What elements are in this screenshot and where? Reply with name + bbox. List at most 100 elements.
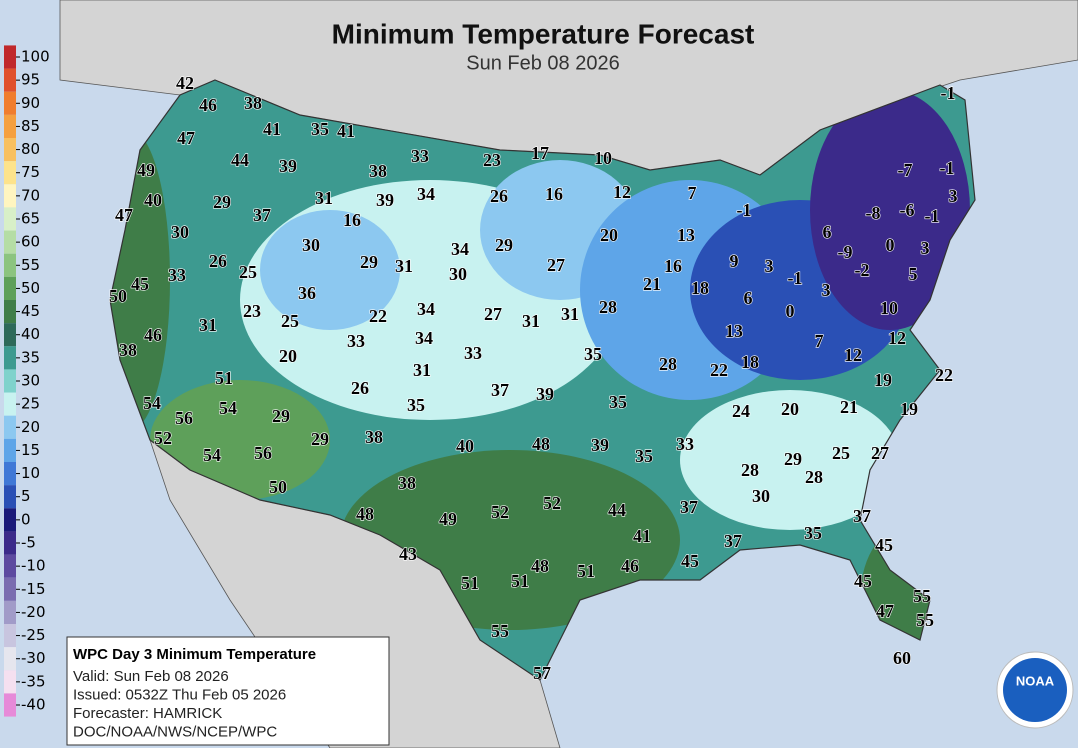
legend-label: 80 [21, 140, 40, 158]
temperature-label: 51 [461, 573, 479, 593]
temperature-label: 27 [484, 304, 502, 324]
legend-swatch [4, 670, 16, 694]
temperature-label: 39 [536, 384, 554, 404]
temperature-label: 34 [417, 184, 435, 204]
legend-swatch [4, 577, 16, 601]
temperature-label: 35 [311, 119, 329, 139]
temperature-label: 28 [805, 467, 823, 487]
temperature-label: -1 [925, 206, 940, 226]
temperature-label: 39 [591, 435, 609, 455]
temperature-label: 16 [343, 210, 361, 230]
temperature-label: 44 [608, 500, 626, 520]
temperature-label: 28 [599, 297, 617, 317]
temperature-label: -2 [855, 260, 870, 280]
temperature-label: 38 [119, 340, 137, 360]
logo [1003, 658, 1067, 722]
legend-swatch [4, 323, 16, 347]
temperature-label: 17 [531, 143, 549, 163]
temperature-label: 10 [880, 298, 898, 318]
temperature-label: 33 [168, 265, 186, 285]
legend-swatch [4, 531, 16, 555]
temperature-label: 30 [449, 264, 467, 284]
legend-label: 20 [21, 418, 40, 436]
legend-label: -25 [21, 626, 46, 644]
temperature-label: 29 [311, 429, 329, 449]
temperature-label: 47 [177, 128, 195, 148]
legend-label: -15 [21, 580, 46, 598]
temperature-label: 6 [744, 288, 753, 308]
temperature-label: 16 [545, 184, 563, 204]
temperature-label: 33 [347, 331, 365, 351]
temperature-label: 47 [876, 601, 894, 621]
temperature-label: 51 [215, 368, 233, 388]
temperature-label: 55 [913, 586, 931, 606]
temperature-label: 28 [741, 460, 759, 480]
field-coast [110, 130, 170, 430]
temperature-label: 30 [752, 486, 770, 506]
temperature-label: 20 [600, 225, 618, 245]
temperature-label: 0 [886, 235, 895, 255]
info-line: Forecaster: HAMRICK [73, 705, 222, 722]
temperature-label: 25 [239, 262, 257, 282]
temperature-label: 47 [115, 205, 133, 225]
temperature-label: 41 [633, 526, 651, 546]
temperature-label: 37 [724, 531, 742, 551]
temperature-label: 36 [298, 283, 316, 303]
temperature-label: 9 [730, 251, 739, 271]
temperature-label: 38 [244, 93, 262, 113]
temperature-label: -9 [838, 242, 853, 262]
temperature-label: 38 [369, 161, 387, 181]
temperature-label: 52 [154, 428, 172, 448]
temperature-label: 48 [531, 556, 549, 576]
temperature-label: 30 [302, 235, 320, 255]
temperature-label: 55 [916, 610, 934, 630]
temperature-label: 35 [804, 523, 822, 543]
temperature-label: 46 [621, 556, 639, 576]
temperature-label: 40 [456, 436, 474, 456]
temperature-label: 31 [561, 304, 579, 324]
legend-swatch [4, 600, 16, 624]
temperature-label: 33 [464, 343, 482, 363]
temperature-label: 27 [871, 443, 889, 463]
temperature-label: 35 [584, 344, 602, 364]
temperature-label: 21 [840, 397, 858, 417]
legend-swatch [4, 138, 16, 162]
temperature-label: 29 [360, 252, 378, 272]
temperature-label: 29 [272, 406, 290, 426]
temperature-label: 31 [522, 311, 540, 331]
temperature-label: 52 [543, 493, 561, 513]
legend-label: 40 [21, 325, 40, 343]
info-line: DOC/NOAA/NWS/NCEP/WPC [73, 723, 277, 740]
field-cool-southeast [680, 390, 900, 530]
field-frigid [810, 90, 970, 330]
legend-label: -10 [21, 557, 46, 575]
temperature-label: 37 [253, 205, 271, 225]
temperature-label: 29 [213, 192, 231, 212]
legend-label: -35 [21, 672, 46, 690]
legend-label: 25 [21, 395, 40, 413]
temperature-label: 3 [949, 186, 958, 206]
field-mild-southwest [150, 380, 330, 500]
legend-swatch [4, 415, 16, 439]
temperature-label: 29 [495, 235, 513, 255]
temperature-label: 52 [491, 502, 509, 522]
temperature-label: 48 [356, 504, 374, 524]
temperature-label: 34 [451, 239, 469, 259]
legend-label: 100 [21, 48, 50, 66]
legend-swatch [4, 554, 16, 578]
temperature-label: 45 [854, 571, 872, 591]
temperature-label: 30 [171, 222, 189, 242]
temperature-label: 24 [732, 401, 750, 421]
temperature-label: 45 [875, 535, 893, 555]
temperature-label: 39 [279, 156, 297, 176]
legend-label: 65 [21, 210, 40, 228]
temperature-label: 31 [413, 360, 431, 380]
temperature-label: 19 [900, 399, 918, 419]
temperature-label: 42 [176, 73, 194, 93]
info-heading: WPC Day 3 Minimum Temperature [73, 646, 316, 663]
legend-swatch [4, 369, 16, 393]
temperature-label: 60 [893, 648, 911, 668]
legend-label: 10 [21, 464, 40, 482]
